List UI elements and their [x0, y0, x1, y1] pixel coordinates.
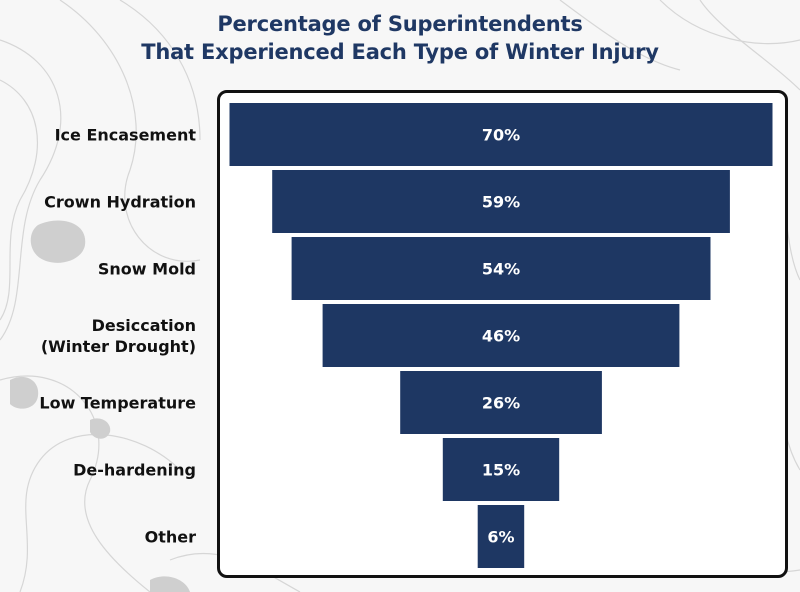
- category-label-6: Other: [145, 528, 196, 547]
- bar-group: [229, 103, 773, 568]
- value-label-2: 54%: [482, 260, 520, 279]
- bar-3: [322, 304, 680, 367]
- category-label-3-line-0: Desiccation: [92, 316, 196, 335]
- value-label-5: 15%: [482, 461, 520, 480]
- bar-0: [229, 103, 773, 166]
- category-label-5: De-hardening: [73, 461, 196, 480]
- value-label-1: 59%: [482, 193, 520, 212]
- category-label-1: Crown Hydration: [44, 193, 196, 212]
- value-label-3: 46%: [482, 327, 520, 346]
- category-label-4: Low Temperature: [39, 394, 196, 413]
- chart-title-line-2: That Experienced Each Type of Winter Inj…: [141, 40, 659, 64]
- value-label-group: 70% 59% 54% 46% 26% 15% 6%: [482, 126, 520, 547]
- chart-title: Percentage of Superintendents That Exper…: [0, 10, 800, 66]
- bar-6: [477, 505, 525, 568]
- category-label-group: Ice Encasement Crown Hydration Snow Mold De…: [39, 126, 196, 547]
- bar-5: [442, 438, 560, 501]
- value-label-6: 6%: [487, 528, 514, 547]
- bar-1: [272, 170, 730, 233]
- value-label-0: 70%: [482, 126, 520, 145]
- chart-title-line-1: Percentage of Superintendents: [217, 12, 583, 36]
- category-label-0: Ice Encasement: [55, 126, 197, 145]
- bar-2: [291, 237, 711, 300]
- bar-4: [400, 371, 602, 434]
- value-label-4: 26%: [482, 394, 520, 413]
- category-label-3-line-1: (Winter Drought): [41, 337, 196, 356]
- category-label-2: Snow Mold: [98, 260, 196, 279]
